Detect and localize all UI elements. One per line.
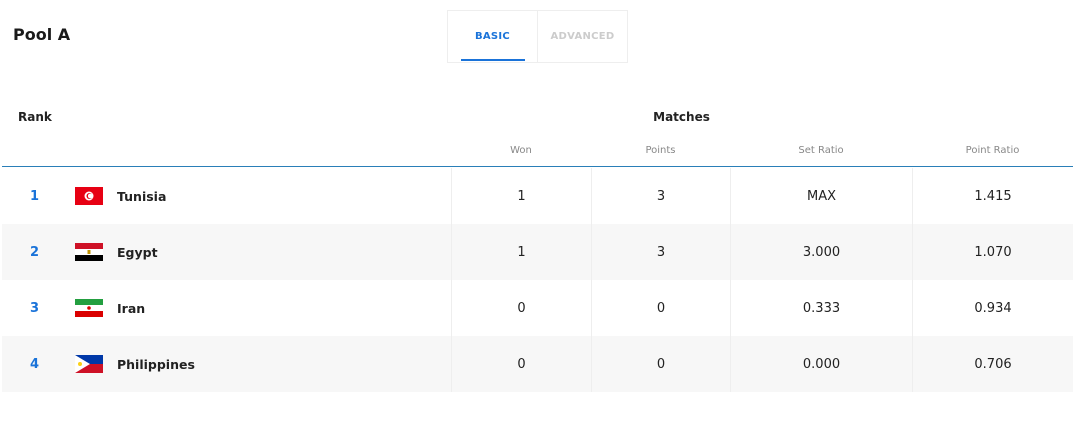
team-name[interactable]: Iran — [117, 300, 146, 316]
table-row[interactable]: 1 Tunisia 1 3 MAX 1.415 — [2, 168, 1073, 224]
points-header: Points — [645, 145, 676, 156]
set-ratio-value: MAX — [730, 168, 912, 224]
table-row[interactable]: 2 Egypt 1 3 3.000 1.070 — [2, 224, 1073, 280]
rank-value: 2 — [30, 244, 40, 260]
set-ratio-value: 3.000 — [730, 224, 912, 280]
point-ratio-value: 1.415 — [912, 168, 1073, 224]
egypt-flag-icon — [75, 243, 103, 261]
points-value: 0 — [591, 336, 730, 392]
philippines-flag-icon — [75, 355, 103, 373]
won-value: 0 — [451, 280, 591, 336]
rank-value: 4 — [30, 356, 40, 372]
tab-basic[interactable]: BASIC — [447, 10, 538, 63]
point-ratio-value: 0.934 — [912, 280, 1073, 336]
point-ratio-header: Point Ratio — [965, 145, 1020, 156]
team-name[interactable]: Philippines — [117, 356, 195, 372]
won-header: Won — [510, 145, 532, 156]
page-title: Pool A — [13, 25, 71, 44]
won-value: 1 — [451, 168, 591, 224]
set-ratio-value: 0.333 — [730, 280, 912, 336]
won-value: 1 — [451, 224, 591, 280]
points-value: 3 — [591, 224, 730, 280]
table-row[interactable]: 3 Iran 0 0 0.333 0.934 — [2, 280, 1073, 336]
table-row[interactable]: 4 Philippines 0 0 0.000 0.706 — [2, 336, 1073, 392]
set-ratio-value: 0.000 — [730, 336, 912, 392]
rank-value: 3 — [30, 300, 40, 316]
points-value: 3 — [591, 168, 730, 224]
point-ratio-value: 1.070 — [912, 224, 1073, 280]
team-name[interactable]: Egypt — [117, 244, 158, 260]
header-divider — [2, 166, 1073, 167]
rank-header: Rank — [18, 110, 52, 124]
tab-advanced[interactable]: ADVANCED — [538, 10, 628, 63]
view-tabs: BASIC ADVANCED — [447, 10, 628, 63]
point-ratio-value: 0.706 — [912, 336, 1073, 392]
team-name[interactable]: Tunisia — [117, 188, 167, 204]
tunisia-flag-icon — [75, 187, 103, 205]
won-value: 0 — [451, 336, 591, 392]
points-value: 0 — [591, 280, 730, 336]
set-ratio-header: Set Ratio — [798, 145, 844, 156]
iran-flag-icon — [75, 299, 103, 317]
matches-header: Matches — [653, 110, 710, 124]
rank-value: 1 — [30, 188, 40, 204]
